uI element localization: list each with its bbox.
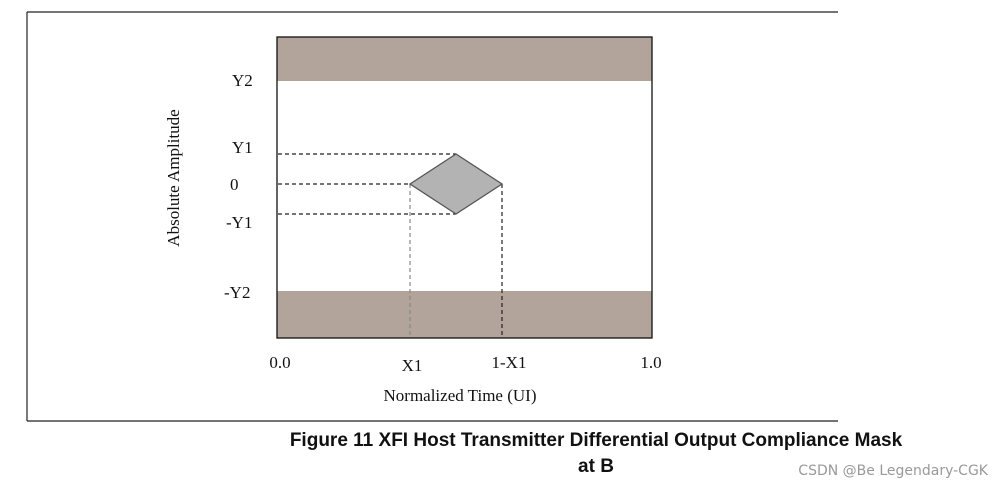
x-axis-label: Normalized Time (UI): [384, 386, 537, 405]
y-tick-label: 0: [230, 175, 239, 194]
mask-diamond: [408, 153, 504, 215]
frame: [26, 11, 838, 422]
caption: Figure 11 XFI Host Transmitter Different…: [290, 430, 903, 451]
x-tick-label: 1-X1: [492, 353, 527, 372]
top-band: [277, 37, 652, 81]
y-tick-label: -Y1: [226, 213, 252, 232]
y-tick-label: Y1: [232, 138, 253, 157]
x-tick-label: X1: [402, 356, 423, 375]
caption: at B: [578, 456, 614, 477]
y-tick-label: Y2: [232, 71, 253, 90]
bottom-band: [277, 291, 652, 338]
plot-box: [276, 36, 653, 339]
y-axis-label: Absolute Amplitude: [164, 109, 183, 246]
x-tick-label: 0.0: [269, 353, 290, 372]
y-tick-label: -Y2: [224, 283, 250, 302]
x-tick-label: 1.0: [640, 353, 661, 372]
guides: [278, 153, 503, 338]
watermark: CSDN @Be Legendary-CGK: [798, 463, 989, 479]
